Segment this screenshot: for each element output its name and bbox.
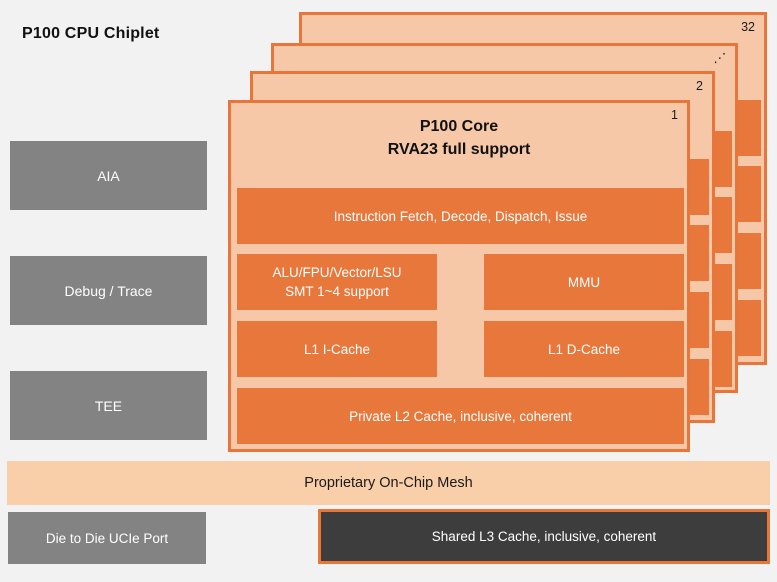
alu-block-line2: SMT 1~4 support bbox=[285, 284, 389, 299]
side-block-tee: TEE bbox=[10, 371, 207, 440]
core-title-line1: P100 Core bbox=[419, 118, 499, 135]
side-block-label: TEE bbox=[94, 397, 123, 414]
alu-block-line1: ALU/FPU/Vector/LSU bbox=[272, 265, 402, 280]
shared-l3-cache-label: Shared L3 Cache, inclusive, coherent bbox=[431, 529, 657, 544]
core-card-index: ⋰ bbox=[713, 51, 727, 65]
die-to-die-ucie-block: Die to Die UCIe Port bbox=[8, 512, 206, 564]
mmu-block-label: MMU bbox=[567, 274, 601, 290]
l1-icache-label: L1 I-Cache bbox=[303, 341, 371, 357]
core-title: P100 Core RVA23 full support bbox=[231, 115, 687, 161]
l2-cache-block: Private L2 Cache, inclusive, coherent bbox=[237, 388, 684, 444]
side-block-label: AIA bbox=[97, 167, 120, 184]
l2-cache-label: Private L2 Cache, inclusive, coherent bbox=[349, 408, 572, 424]
core-card-index: 2 bbox=[696, 79, 703, 93]
on-chip-mesh-label: Proprietary On-Chip Mesh bbox=[304, 475, 473, 491]
mmu-block: MMU bbox=[484, 254, 684, 310]
on-chip-mesh-bar: Proprietary On-Chip Mesh bbox=[7, 461, 770, 505]
side-block-label: Debug / Trace bbox=[64, 282, 153, 299]
core-card-1: 1 P100 Core RVA23 full support Instructi… bbox=[228, 100, 690, 452]
l1-icache-block: L1 I-Cache bbox=[237, 321, 437, 377]
fetch-block: Instruction Fetch, Decode, Dispatch, Iss… bbox=[237, 188, 684, 244]
l1-dcache-block: L1 D-Cache bbox=[484, 321, 684, 377]
fetch-block-label: Instruction Fetch, Decode, Dispatch, Iss… bbox=[333, 208, 588, 224]
l1-dcache-label: L1 D-Cache bbox=[547, 341, 621, 357]
core-card-index: 32 bbox=[741, 20, 755, 34]
core-card-index: 1 bbox=[671, 108, 678, 122]
side-block-aia: AIA bbox=[10, 141, 207, 210]
alu-block: ALU/FPU/Vector/LSU SMT 1~4 support bbox=[237, 254, 437, 310]
die-to-die-ucie-label: Die to Die UCIe Port bbox=[45, 530, 169, 546]
page-title: P100 CPU Chiplet bbox=[22, 25, 160, 42]
side-block-debug-trace: Debug / Trace bbox=[10, 256, 207, 325]
core-title-line2: RVA23 full support bbox=[387, 141, 531, 158]
shared-l3-cache-block: Shared L3 Cache, inclusive, coherent bbox=[318, 509, 770, 564]
